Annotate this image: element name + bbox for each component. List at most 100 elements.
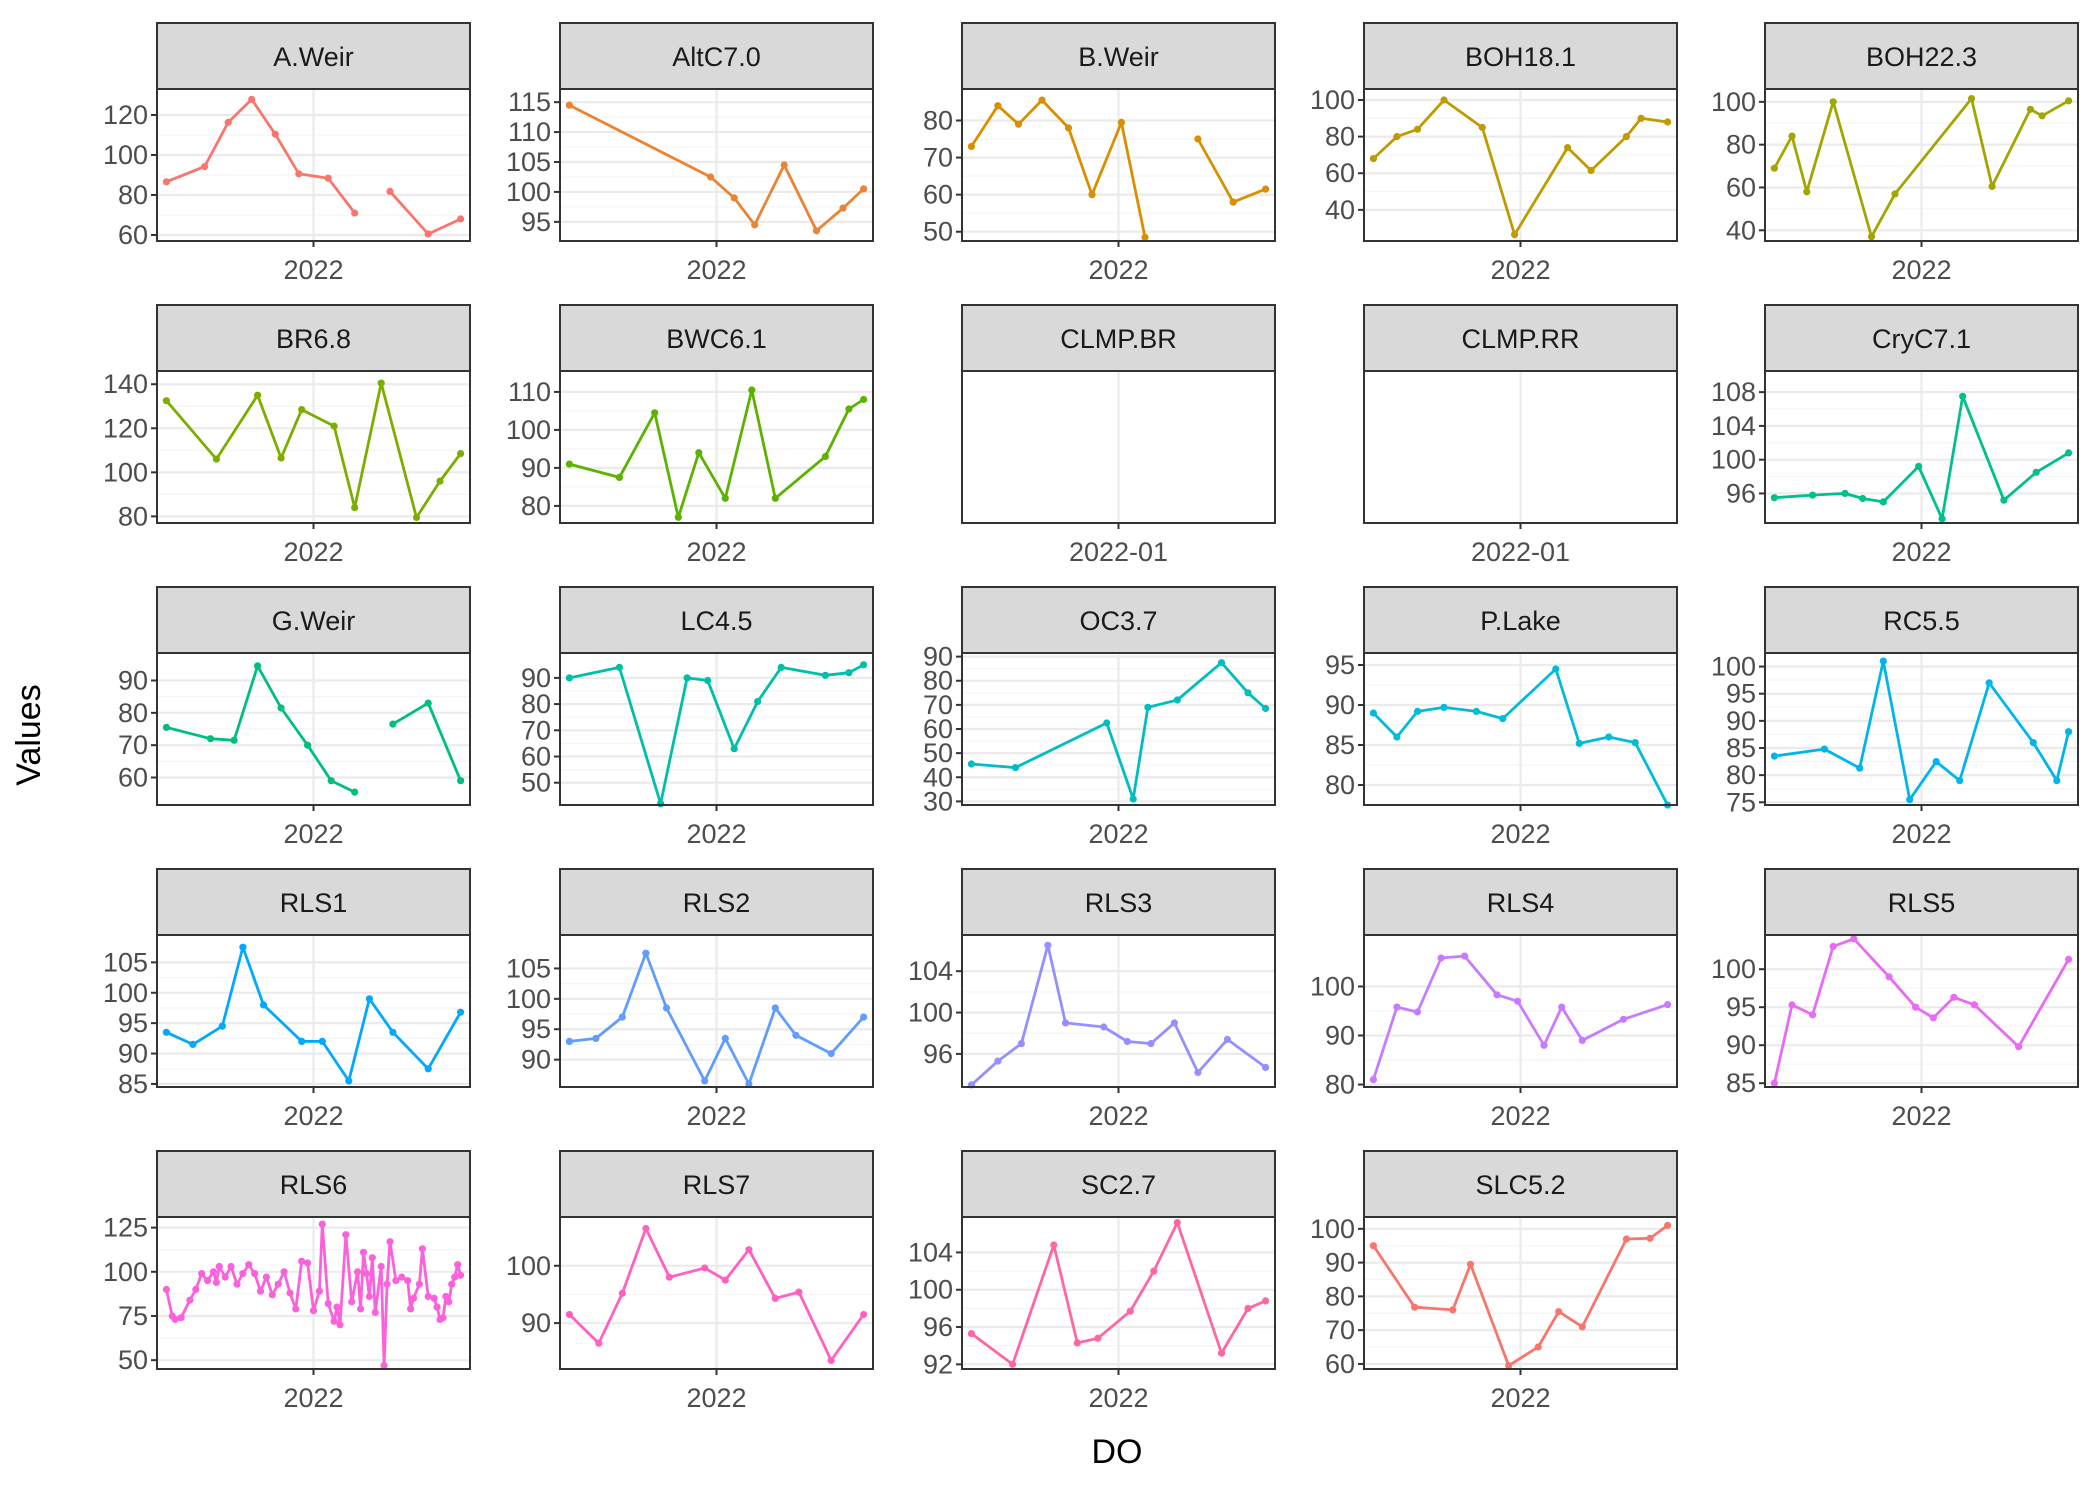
x-tick-label: 2022	[1490, 255, 1550, 285]
data-point	[1622, 1235, 1630, 1243]
x-tick-label: 2022	[283, 255, 343, 285]
data-point	[1985, 679, 1993, 687]
data-point	[277, 454, 285, 462]
x-tick-label: 2022	[1088, 1383, 1148, 1413]
data-point	[368, 1254, 376, 1262]
data-point	[1622, 133, 1630, 141]
x-tick-label: 2022	[686, 537, 746, 567]
series-line	[1773, 937, 2070, 1084]
data-point	[1094, 1334, 1102, 1342]
data-point	[1141, 233, 1149, 241]
data-point	[212, 1278, 220, 1286]
x-tick-label: 2022	[686, 1383, 746, 1413]
facet-strip	[961, 868, 1276, 936]
facet-rls5: RLS5 85 90 95 100 2022	[1711, 868, 2079, 1131]
data-point	[324, 174, 332, 182]
data-point	[860, 661, 868, 669]
facet-strip	[961, 1150, 1276, 1218]
data-point	[1073, 1339, 1081, 1347]
data-point	[162, 1028, 170, 1036]
y-tick-label: 100	[908, 998, 953, 1028]
y-tick-label: 95	[1726, 992, 1756, 1022]
y-tick-label: 95	[521, 207, 551, 237]
facet-strip	[156, 586, 471, 654]
data-point	[162, 397, 170, 405]
data-point	[407, 1305, 415, 1313]
data-point	[748, 386, 756, 394]
x-tick-label: 2022	[1490, 1101, 1550, 1131]
y-tick-label: 100	[908, 1275, 953, 1305]
data-point	[642, 949, 650, 957]
data-point	[595, 1339, 603, 1347]
data-point	[371, 1308, 379, 1316]
data-point	[721, 1276, 729, 1284]
y-tick-label: 100	[103, 978, 148, 1008]
data-point	[318, 1220, 326, 1228]
y-tick-label: 90	[1325, 1021, 1355, 1051]
data-point	[1262, 185, 1270, 193]
data-point	[333, 1303, 341, 1311]
data-point	[1100, 1023, 1108, 1031]
y-tick-label: 90	[118, 1039, 148, 1069]
y-tick-label: 80	[118, 501, 148, 531]
x-tick-label: 2022	[1891, 255, 1951, 285]
data-point	[392, 1277, 400, 1285]
panel-border	[156, 934, 471, 1088]
y-tick-label: 90	[118, 665, 148, 695]
data-point	[198, 1270, 206, 1278]
facet-strip-label: BWC6.1	[666, 324, 767, 354]
data-point	[827, 1356, 835, 1364]
data-point	[286, 1289, 294, 1297]
data-point	[298, 1037, 306, 1045]
data-point	[280, 1268, 288, 1276]
y-tick-label: 90	[521, 1045, 551, 1075]
data-point	[380, 1361, 388, 1370]
y-tick-label: 80	[118, 180, 148, 210]
data-point	[2038, 112, 2046, 120]
x-tick-label: 2022	[283, 819, 343, 849]
y-tick-label: 96	[923, 1312, 953, 1342]
y-tick-label: 100	[1711, 954, 1756, 984]
data-point	[771, 1004, 779, 1012]
series-line	[970, 943, 1267, 1086]
data-point	[565, 460, 574, 468]
data-point	[1088, 191, 1096, 199]
y-tick-label: 140	[103, 369, 148, 399]
data-point	[1770, 494, 1778, 502]
series-line	[165, 1222, 462, 1367]
facet-strip	[1363, 868, 1678, 936]
data-point	[315, 1287, 323, 1295]
data-point	[1126, 1307, 1134, 1315]
data-point	[1061, 1019, 1070, 1027]
data-point	[201, 163, 209, 171]
data-point	[457, 1008, 465, 1016]
data-point	[704, 676, 712, 685]
x-tick-label: 2022	[1088, 1101, 1148, 1131]
data-point	[433, 1303, 441, 1311]
data-point	[839, 204, 847, 212]
data-point	[239, 1270, 247, 1278]
data-point	[418, 1245, 426, 1253]
data-point	[827, 1050, 835, 1058]
panel-border	[156, 652, 471, 806]
y-tick-label: 40	[923, 762, 953, 792]
data-point	[721, 494, 729, 502]
data-point	[274, 1280, 282, 1288]
y-tick-label: 100	[506, 984, 551, 1014]
x-tick-label: 2022	[283, 537, 343, 567]
y-tick-label: 90	[521, 453, 551, 483]
y-tick-label: 95	[1726, 679, 1756, 709]
y-tick-label: 80	[118, 698, 148, 728]
data-point	[615, 663, 624, 672]
data-point	[1809, 1011, 1817, 1019]
facet-strip-label: P.Lake	[1480, 606, 1561, 636]
facet-strip-label: SLC5.2	[1475, 1170, 1565, 1200]
data-point	[445, 1298, 453, 1306]
y-tick-label: 90	[1325, 690, 1355, 720]
data-point	[1014, 120, 1023, 128]
y-tick-label: 50	[521, 768, 551, 798]
y-tick-label: 50	[923, 738, 953, 768]
facet-strip	[156, 22, 471, 90]
data-point	[295, 170, 303, 178]
data-point	[745, 1080, 753, 1088]
